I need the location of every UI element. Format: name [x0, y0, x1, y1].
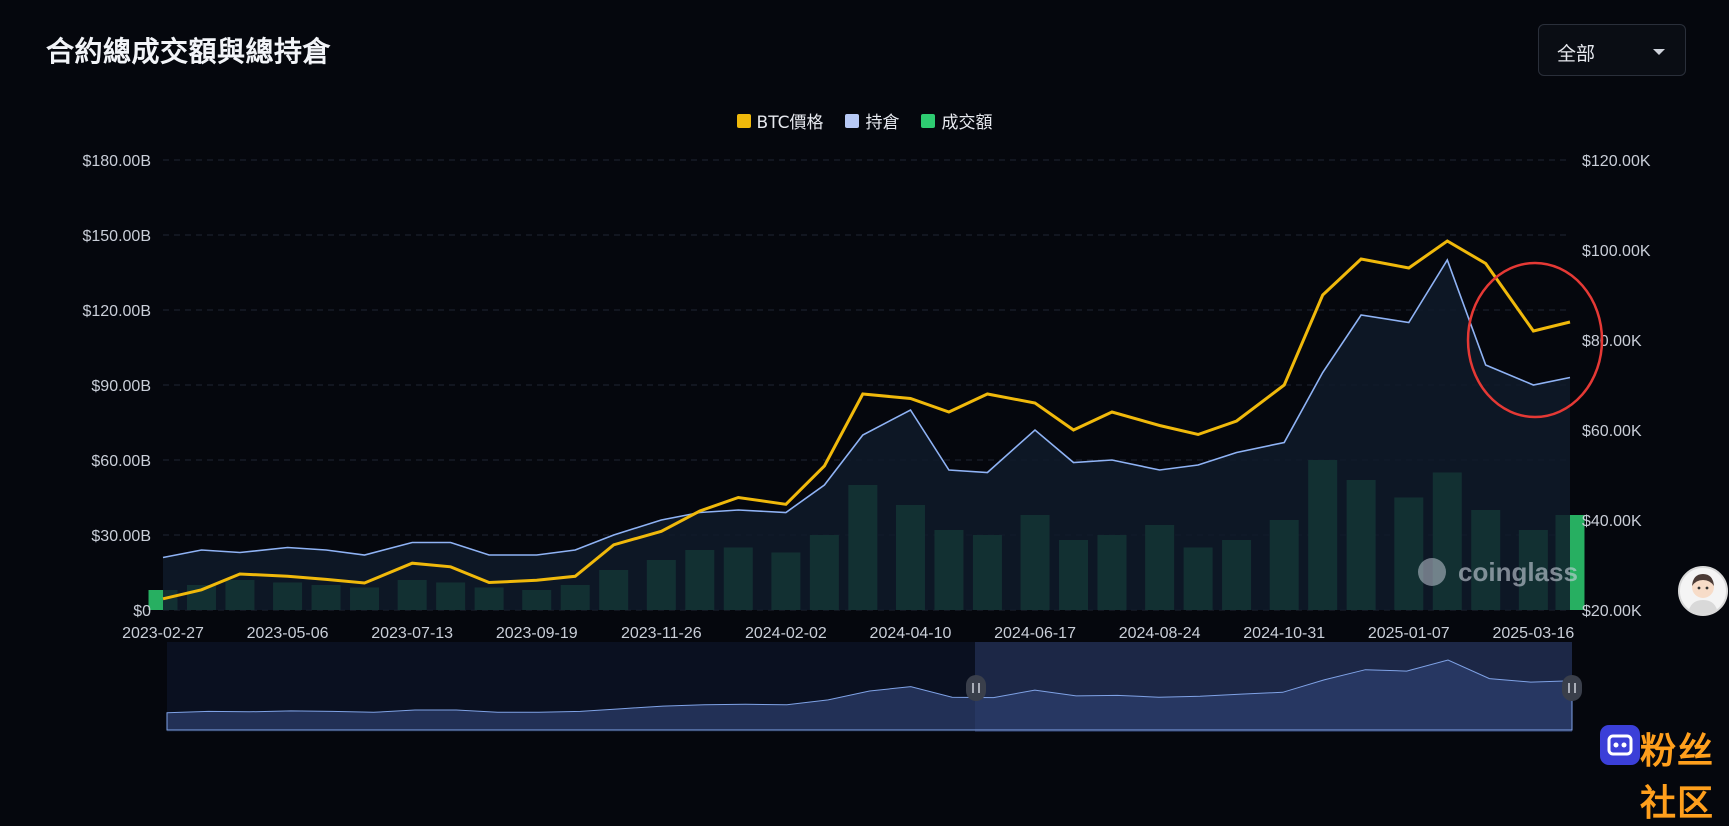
range-navigator	[166, 642, 1582, 732]
x-axis: 2023-02-27 2023-05-06 2023-07-13 2023-09-19…	[122, 625, 1574, 642]
range-select[interactable]: 全部	[1538, 24, 1686, 76]
navigator-handle-right	[1562, 675, 1582, 701]
coinglass-watermark: coinglass	[1418, 557, 1578, 587]
x-tick-label: 2025-01-07	[1368, 625, 1450, 642]
y-left-tick-label: $120.00B	[82, 303, 151, 320]
x-tick-label: 2023-09-19	[496, 625, 578, 642]
chart-legend: BTC價格 持倉 成交額	[0, 108, 1729, 133]
legend-label-open-interest: 持倉	[865, 113, 900, 133]
page-title: 合約總成交額與總持倉	[46, 35, 332, 68]
chevron-down-icon	[1653, 49, 1665, 55]
legend-item-price[interactable]: BTC價格	[736, 108, 824, 133]
y-right-tick-label: $20.00K	[1582, 603, 1642, 620]
y-right-tick-label: $80.00K	[1582, 333, 1642, 350]
legend-swatch-open-interest	[845, 113, 860, 128]
range-select-value: 全部	[1557, 43, 1596, 65]
legend-item-volume[interactable]: 成交額	[921, 108, 992, 133]
x-tick-label: 2023-11-26	[621, 625, 702, 642]
x-tick-label: 2023-02-27	[122, 625, 204, 642]
coinglass-watermark-text: coinglass	[1458, 557, 1578, 587]
x-tick-label: 2023-05-06	[247, 625, 329, 642]
legend-label-price: BTC價格	[756, 113, 824, 133]
x-tick-label: 2024-08-24	[1119, 625, 1201, 642]
y-right-tick-label: $40.00K	[1582, 513, 1642, 530]
avatar-icon	[1688, 574, 1718, 614]
y-right-tick-label: $100.00K	[1582, 243, 1651, 260]
coinglass-logo-icon	[1418, 558, 1446, 586]
x-tick-label: 2024-10-31	[1243, 625, 1325, 642]
highlight-circle	[1466, 261, 1604, 419]
y-axis-left: $0 $30.00B $60.00B $90.00B $120.00B $150.00B $…	[82, 153, 151, 620]
user-avatar[interactable]	[1678, 566, 1728, 616]
navigator-series-area	[166, 659, 1573, 731]
navigator-handle-left	[966, 675, 986, 701]
x-tick-label: 2024-04-10	[870, 625, 952, 642]
chart-svg: $0 $30.00B $60.00B $90.00B $120.00B $150.00B $…	[82, 153, 1651, 732]
legend-swatch-volume	[921, 113, 936, 128]
y-axis-right: $20.00K $40.00K $60.00K $80.00K $100.00K $120…	[1582, 153, 1651, 620]
y-left-tick-label: $150.00B	[82, 228, 151, 245]
open-interest-area	[163, 260, 1570, 610]
fans-community-watermark: 粉丝社区	[1640, 731, 1715, 824]
y-right-tick-label: $120.00K	[1582, 153, 1651, 170]
fans-community-logo-icon	[1600, 725, 1640, 765]
y-left-tick-label: $180.00B	[82, 153, 151, 170]
y-left-tick-label: $90.00B	[91, 378, 151, 395]
y-right-tick-label: $60.00K	[1582, 423, 1642, 440]
x-tick-label: 2024-02-02	[745, 625, 827, 642]
legend-label-volume: 成交額	[941, 113, 993, 133]
legend-swatch-price	[736, 113, 751, 128]
x-tick-label: 2025-03-16	[1492, 625, 1574, 642]
y-left-tick-label: $30.00B	[91, 528, 151, 545]
x-tick-label: 2023-07-13	[371, 625, 453, 642]
y-left-tick-label: $0	[133, 603, 151, 620]
y-left-tick-label: $60.00B	[91, 453, 151, 470]
legend-item-open-interest[interactable]: 持倉	[845, 108, 899, 133]
x-tick-label: 2024-06-17	[994, 625, 1076, 642]
open-interest-line	[162, 258, 1571, 559]
btc-price-line	[162, 239, 1571, 601]
